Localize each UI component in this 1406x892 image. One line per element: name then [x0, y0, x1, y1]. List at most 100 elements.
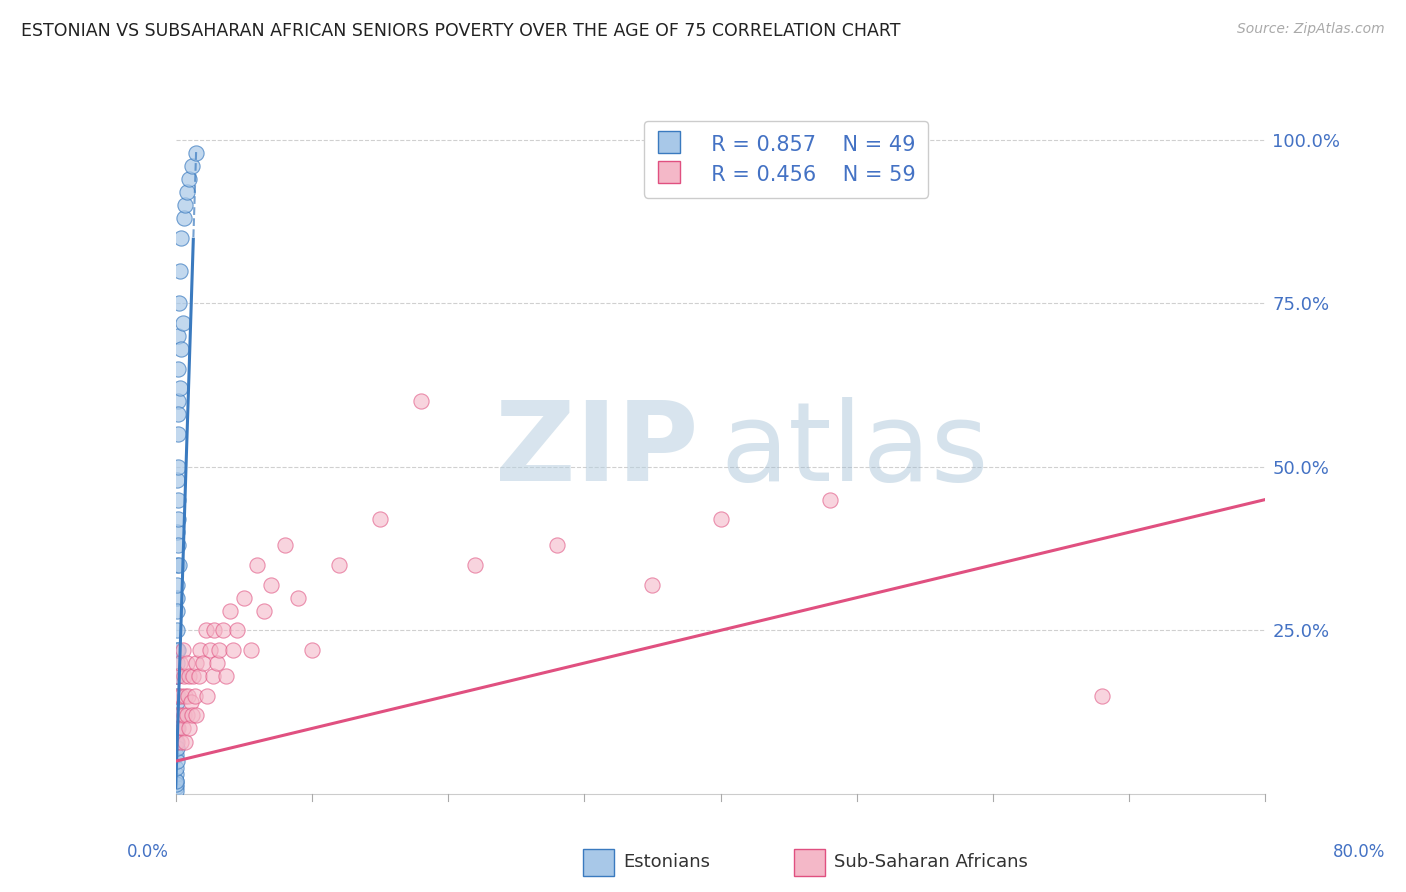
Point	[239, 643, 262, 657]
Point	[166, 538, 188, 552]
Point	[166, 722, 188, 736]
Point	[169, 263, 191, 277]
Text: ZIP: ZIP	[495, 397, 699, 504]
Point	[219, 604, 242, 618]
Point	[177, 689, 200, 703]
Point	[174, 689, 197, 703]
Point	[176, 185, 198, 199]
Point	[205, 656, 228, 670]
Point	[222, 643, 245, 657]
Point	[170, 342, 193, 356]
Point	[176, 708, 198, 723]
Text: Estonians: Estonians	[623, 853, 710, 871]
Point	[253, 604, 276, 618]
Point	[409, 394, 432, 409]
Point	[169, 708, 191, 723]
Point	[166, 525, 188, 540]
Point	[166, 643, 188, 657]
Point	[166, 512, 188, 526]
Point	[167, 558, 190, 572]
Point	[215, 669, 238, 683]
Point	[183, 669, 205, 683]
Point	[167, 722, 190, 736]
Point	[180, 695, 202, 709]
Text: ESTONIAN VS SUBSAHARAN AFRICAN SENIORS POVERTY OVER THE AGE OF 75 CORRELATION CH: ESTONIAN VS SUBSAHARAN AFRICAN SENIORS P…	[21, 22, 901, 40]
Point	[169, 381, 191, 395]
Point	[181, 708, 204, 723]
Point	[166, 577, 188, 591]
Point	[166, 741, 188, 756]
Point	[202, 624, 225, 638]
Point	[166, 689, 188, 703]
Text: Source: ZipAtlas.com: Source: ZipAtlas.com	[1237, 22, 1385, 37]
Point	[201, 669, 224, 683]
Point	[173, 669, 195, 683]
Point	[166, 708, 188, 723]
Point	[166, 643, 188, 657]
Point	[165, 747, 187, 762]
Point	[166, 734, 188, 748]
Point	[166, 695, 188, 709]
Point	[166, 427, 188, 442]
Point	[166, 558, 188, 572]
Point	[167, 492, 190, 507]
Point	[166, 708, 188, 723]
Point	[170, 734, 193, 748]
Point	[301, 643, 323, 657]
Point	[166, 394, 188, 409]
Point	[165, 777, 187, 791]
Text: 80.0%: 80.0%	[1333, 843, 1385, 861]
Point	[172, 316, 194, 330]
Point	[179, 669, 201, 683]
Point	[172, 722, 194, 736]
Point	[232, 591, 254, 605]
Point	[165, 773, 187, 788]
Point	[165, 722, 187, 736]
Text: atlas: atlas	[721, 397, 988, 504]
Point	[166, 624, 188, 638]
Point	[165, 780, 187, 795]
Point	[287, 591, 309, 605]
Point	[176, 656, 198, 670]
Point	[170, 231, 193, 245]
Point	[188, 643, 211, 657]
Point	[181, 159, 204, 173]
Point	[186, 145, 208, 160]
Point	[167, 361, 190, 376]
Point	[170, 689, 193, 703]
Point	[167, 459, 190, 474]
Point	[166, 604, 188, 618]
Point	[167, 408, 190, 422]
Point	[186, 656, 208, 670]
Point	[198, 643, 221, 657]
Point	[186, 708, 208, 723]
Point	[165, 734, 187, 748]
Point	[174, 198, 197, 212]
Point	[226, 624, 249, 638]
Point	[167, 296, 190, 310]
Point	[464, 558, 486, 572]
Point	[166, 591, 188, 605]
Point	[208, 643, 231, 657]
Point	[1091, 689, 1114, 703]
Point	[191, 656, 214, 670]
Legend:   R = 0.857    N = 49,   R = 0.456    N = 59: R = 0.857 N = 49, R = 0.456 N = 59	[644, 121, 928, 198]
Text: 0.0%: 0.0%	[127, 843, 169, 861]
Text: Sub-Saharan Africans: Sub-Saharan Africans	[834, 853, 1028, 871]
Point	[173, 211, 195, 226]
Point	[260, 577, 283, 591]
Point	[328, 558, 350, 572]
Point	[818, 492, 841, 507]
Point	[546, 538, 568, 552]
Point	[165, 767, 187, 781]
Point	[174, 734, 197, 748]
Point	[179, 722, 201, 736]
Point	[179, 172, 201, 186]
Point	[165, 761, 187, 775]
Point	[368, 512, 391, 526]
Point	[274, 538, 297, 552]
Point	[212, 624, 235, 638]
Point	[184, 689, 207, 703]
Point	[187, 669, 209, 683]
Point	[166, 754, 188, 768]
